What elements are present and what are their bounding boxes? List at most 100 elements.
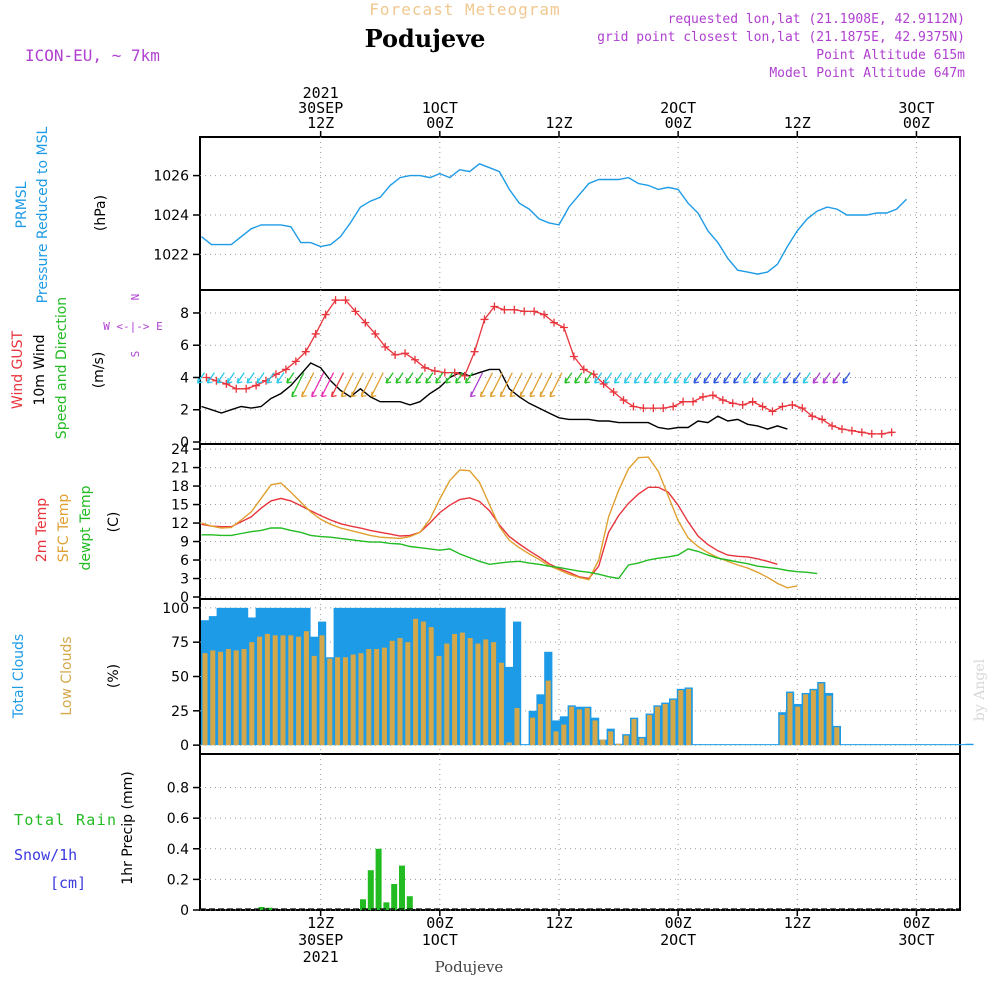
- wind-gust-marker: [540, 310, 549, 319]
- wind-direction-arrow: [330, 372, 345, 398]
- total-clouds-bar: [965, 743, 974, 746]
- wind-direction-arrow: [350, 372, 364, 398]
- wind-gust-marker: [490, 302, 499, 311]
- clouds-ytick-label: 50: [171, 670, 189, 686]
- total-clouds-bar: [942, 744, 951, 746]
- requested-coords: requested lon,lat (21.1908E, 42.9112N): [668, 12, 965, 27]
- wind-direction-arrow: [643, 372, 652, 384]
- wind-direction-arrow: [509, 372, 523, 398]
- wind-gust-marker: [837, 425, 846, 434]
- low-clouds-bar: [202, 653, 208, 746]
- wind-gust-marker: [430, 367, 439, 376]
- wind-direction-arrow: [469, 372, 484, 398]
- low-clouds-bar: [631, 719, 637, 746]
- rain-bar: [383, 902, 390, 910]
- total-clouds-bar: [910, 744, 919, 746]
- total-clouds-bar: [949, 744, 958, 746]
- total-rain-label: Total Rain: [14, 811, 116, 829]
- model-altitude: Model Point Altitude 647m: [769, 66, 965, 81]
- wind-direction-arrow: [370, 372, 384, 398]
- wind-ytick-label: 8: [180, 306, 189, 322]
- wind-gust-marker: [281, 365, 290, 374]
- wind-ytick-label: 2: [180, 403, 189, 419]
- wind-gust-marker: [202, 373, 211, 382]
- grid-layer: [200, 137, 960, 911]
- total-clouds-bar: [708, 744, 717, 746]
- temperature-ytick-label: 15: [171, 498, 189, 514]
- wind-ytick-label: 4: [180, 370, 189, 386]
- wind-gust-marker: [361, 318, 370, 327]
- top-time-label: 1OCT: [422, 99, 458, 117]
- wind-gust-marker: [659, 404, 668, 413]
- top-time-label: 00Z: [426, 114, 453, 132]
- top-time-label: 2OCT: [660, 99, 696, 117]
- wind-direction-arrow: [603, 372, 613, 384]
- wind-gust-marker: [599, 379, 608, 388]
- wind-gust-marker: [689, 397, 698, 406]
- wind-gust-marker: [877, 429, 886, 438]
- wind-gust-marker: [391, 350, 400, 359]
- wind-direction-arrow: [713, 372, 722, 384]
- rain-bar: [266, 907, 273, 910]
- temp-unit-label: (C): [106, 512, 122, 533]
- low-clouds-bar: [452, 633, 458, 746]
- low-clouds-bar: [272, 635, 278, 746]
- low-clouds-bar: [366, 649, 372, 746]
- total-clouds-bar: [770, 744, 779, 746]
- wind-gust-marker: [440, 368, 449, 377]
- wind-gust-marker: [232, 384, 241, 393]
- wind-gust-marker: [698, 392, 707, 401]
- wind-gust-marker: [252, 381, 261, 390]
- wind-gust-marker: [401, 349, 410, 358]
- top-time-label: 12Z: [307, 114, 334, 132]
- wind-gust-marker: [520, 307, 529, 316]
- wind-gust-marker: [410, 355, 419, 364]
- wind-direction-arrow: [340, 372, 355, 398]
- total-clouds-label: Total Clouds: [11, 634, 27, 719]
- wind-gust-marker: [222, 379, 231, 388]
- point-altitude: Point Altitude 615m: [816, 48, 965, 63]
- total-clouds-bar: [520, 744, 529, 746]
- low-clouds-bar: [233, 650, 239, 746]
- total-clouds-bar: [700, 744, 709, 746]
- wind-gust-marker: [718, 396, 727, 405]
- bottom-time-label: 12Z: [784, 914, 811, 932]
- low-clouds-bar: [615, 743, 621, 746]
- low-clouds-bar: [491, 642, 497, 746]
- wind-direction-arrow: [246, 372, 255, 384]
- rain-bar: [258, 906, 265, 910]
- wind-direction-arrow: [311, 372, 325, 398]
- total-clouds-bar: [856, 744, 865, 746]
- wind-direction-arrow: [822, 372, 831, 384]
- wind-gust-marker: [669, 402, 678, 411]
- low-clouds-bar: [803, 694, 809, 746]
- low-clouds-bar: [311, 655, 317, 746]
- rain-bar: [399, 865, 405, 910]
- wind-gust-marker: [679, 397, 688, 406]
- snow-unit-label: [cm]: [50, 874, 86, 892]
- low-clouds-bar: [576, 709, 582, 746]
- low-clouds-bar: [623, 735, 629, 746]
- wind-direction-arrow: [286, 372, 295, 384]
- low-clouds-label: Low Clouds: [59, 636, 75, 715]
- wind-gust-marker: [708, 391, 717, 400]
- total-clouds-bar: [871, 744, 880, 746]
- clouds-ytick-label: 75: [171, 635, 189, 651]
- wind-gust-marker: [887, 428, 896, 437]
- wind-gust-marker: [569, 352, 578, 361]
- total-clouds-bar: [762, 744, 771, 746]
- precip-ytick-label: 0.8: [167, 781, 189, 797]
- wind-gust-marker: [828, 421, 837, 430]
- wind-direction-arrow: [742, 372, 752, 384]
- wind-gust-marker: [867, 429, 876, 438]
- bottom-time-label: 12Z: [307, 914, 334, 932]
- precip-axis-label: 1hr Precip (mm): [120, 771, 136, 884]
- wind-ytick-label: 0: [180, 435, 189, 451]
- clouds-unit-label: (%): [106, 664, 122, 688]
- precip-ytick-label: 0: [180, 903, 189, 919]
- total-clouds-bar: [754, 744, 763, 746]
- wind-10m-label: 10m Wind: [32, 334, 48, 405]
- wind-direction-arrow: [703, 372, 712, 384]
- wind-direction-arrow: [415, 372, 424, 384]
